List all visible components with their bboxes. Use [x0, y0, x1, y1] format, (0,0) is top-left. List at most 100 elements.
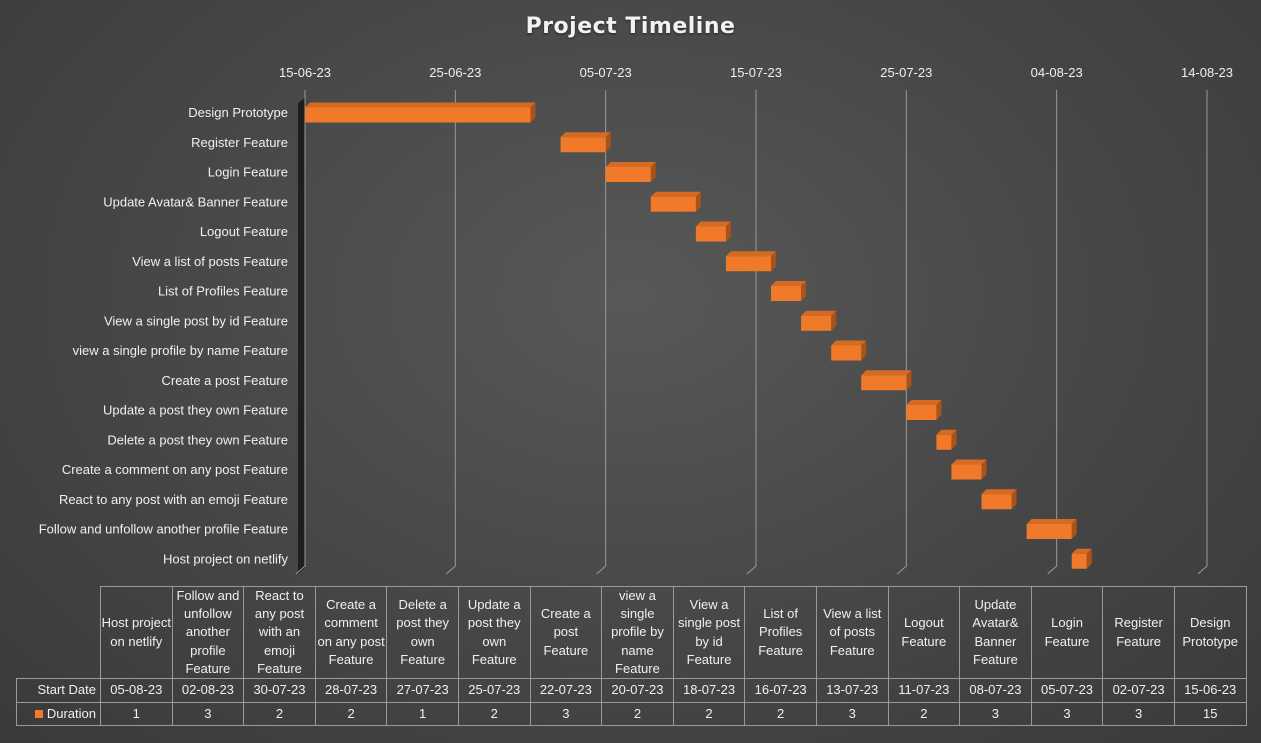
task-label: Create a post Feature: [162, 373, 288, 388]
table-cell-start: 25-07-23: [457, 678, 531, 704]
task-label: Follow and unfollow another profile Feat…: [39, 522, 288, 537]
gantt-bar: [1071, 553, 1087, 569]
table-cell-duration: 1: [386, 702, 459, 727]
gantt-plot: 15-06-23 25-06-23 05-07-23 15-07-23 25-07-23…: [39, 65, 1233, 575]
gantt-bar-side: [906, 370, 912, 391]
gridline: [446, 90, 456, 575]
gantt-bar-top: [1071, 548, 1092, 554]
task-label: Update Avatar& Banner Feature: [103, 194, 288, 209]
legend-key: [34, 710, 43, 719]
axis-wall: [298, 98, 305, 574]
table-cell-start: 15-06-23: [1173, 678, 1247, 704]
table-cell-duration: 2: [744, 702, 817, 727]
table-column-header: Register Feature: [1102, 585, 1175, 680]
gridline: [295, 90, 306, 575]
gridline: [1047, 90, 1058, 575]
table-cell-start: 28-07-23: [314, 678, 388, 704]
x-tick-label: 25-07-23: [880, 65, 932, 80]
task-label: Delete a post they own Feature: [107, 432, 288, 447]
task-label: Register Feature: [191, 135, 288, 150]
gantt-bar-side: [1071, 519, 1077, 539]
gantt-bar-top: [771, 281, 807, 286]
gantt-bar-top: [605, 162, 656, 167]
x-tick-label: 15-07-23: [730, 65, 782, 80]
table-cell-start: 11-07-23: [887, 678, 961, 704]
gantt-bar-top: [560, 132, 611, 138]
table-cell-start: 18-07-23: [672, 678, 746, 704]
gantt-bar: [725, 256, 772, 272]
table-column-header: View a list of posts Feature: [815, 585, 889, 680]
table-column-header: Host project on netlify: [100, 585, 173, 680]
gantt-bar: [695, 226, 726, 242]
table-cell-start: 30-07-23: [243, 678, 316, 704]
table-column-header: Create a comment on any post Feature: [314, 585, 388, 680]
gantt-bar-side: [530, 102, 536, 123]
x-tick-label: 05-07-23: [580, 65, 632, 80]
table-column-header: Update a post they own Feature: [457, 585, 531, 680]
table-column-header: Delete a post they own Feature: [386, 585, 459, 680]
gantt-bar-side: [801, 281, 807, 301]
task-label: Host project on netlify: [163, 551, 289, 566]
gantt-bar-side: [831, 310, 837, 331]
gantt-bar: [605, 167, 651, 182]
table-column-header: Login Feature: [1030, 585, 1104, 680]
table-cell-duration: 15: [1173, 702, 1247, 727]
table-column-header: List of Profiles Feature: [744, 585, 817, 680]
gantt-bar: [305, 107, 531, 123]
gantt-bar-side: [981, 459, 987, 480]
table-cell-start: 22-07-23: [529, 678, 603, 704]
task-label: Logout Feature: [200, 224, 288, 239]
gantt-bar-side: [695, 191, 701, 212]
table-cell-start: 16-07-23: [744, 678, 817, 704]
table-cell-duration: 3: [171, 702, 245, 727]
task-label: Update a post they own Feature: [103, 403, 288, 418]
table-column-header: View a single post by id Feature: [672, 585, 746, 680]
table-cell-duration: 2: [887, 702, 961, 727]
gantt-bar-side: [951, 429, 957, 450]
table-cell-start: 05-08-23: [100, 678, 173, 704]
task-label: React to any post with an emoji Feature: [59, 492, 288, 507]
gantt-bar-top: [695, 221, 731, 227]
table-cell-start: 20-07-23: [601, 678, 674, 704]
gantt-bar-side: [1086, 548, 1092, 569]
row-label-duration: Duration: [16, 702, 101, 727]
x-tick-label: 15-06-23: [279, 65, 331, 80]
gridline: [596, 90, 607, 575]
gantt-bar-side: [771, 251, 777, 272]
gantt-bar-top: [936, 429, 957, 435]
gantt-bar-top: [725, 251, 777, 257]
x-tick-label: 04-08-23: [1031, 65, 1083, 80]
gantt-bar: [650, 196, 696, 212]
gantt-bar: [1026, 524, 1072, 539]
gridline: [746, 90, 757, 575]
gantt-bar: [801, 315, 832, 331]
table-column-header: Update Avatar& Banner Feature: [959, 585, 1032, 680]
table-cell-duration: 2: [314, 702, 388, 727]
table-cell-duration: 3: [815, 702, 889, 727]
x-tick-label: 25-06-23: [429, 65, 481, 80]
table-corner: [16, 586, 101, 680]
table-column-header: Design Prototype: [1173, 585, 1247, 680]
table-cell-duration: 3: [1102, 702, 1175, 727]
gantt-bar: [831, 345, 862, 361]
table-column-header: view a single profile by name Feature: [601, 585, 674, 680]
table-cell-duration: 2: [457, 702, 531, 727]
table-cell-duration: 3: [959, 702, 1032, 727]
table-cell-duration: 3: [1030, 702, 1104, 727]
data-table: Host project on netlify Follow and unfoll…: [16, 585, 1247, 727]
gantt-bar: [906, 405, 937, 420]
gantt-bar-top: [831, 340, 867, 346]
data-table-grid: Host project on netlify Follow and unfoll…: [16, 585, 1247, 727]
gantt-bar-top: [906, 400, 942, 405]
gridline: [1197, 90, 1208, 575]
table-header-row: Host project on netlify Follow and unfoll…: [16, 585, 1247, 680]
gantt-bar: [560, 137, 606, 153]
gantt-bar-top: [305, 102, 536, 108]
gantt-bar-top: [801, 310, 837, 316]
table-column-header: Follow and unfollow another profile Feat…: [171, 585, 245, 680]
gantt-bar-side: [1011, 489, 1017, 510]
gantt-bar-top: [981, 489, 1017, 495]
gantt-bar-side: [650, 162, 656, 182]
table-cell-start: 02-07-23: [1102, 678, 1175, 704]
